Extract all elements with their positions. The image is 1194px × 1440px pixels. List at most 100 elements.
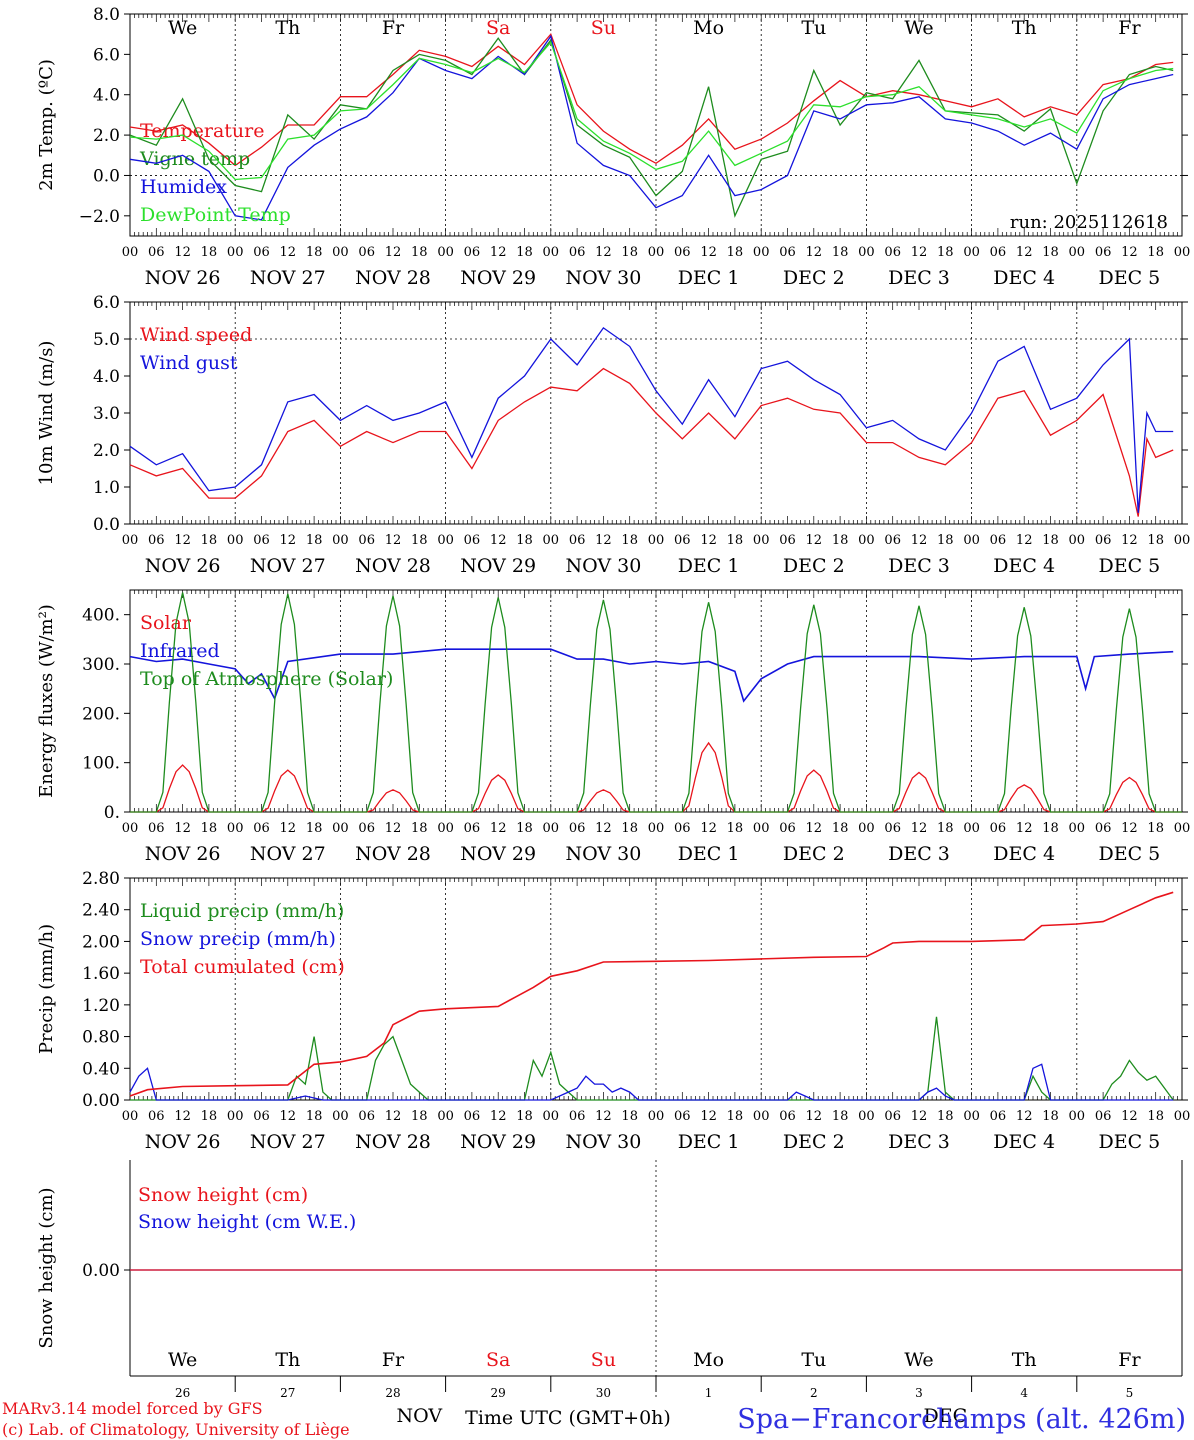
hour-label: 06 <box>884 821 901 836</box>
hour-label: 12 <box>385 533 402 548</box>
hour-label: 12 <box>806 1109 823 1124</box>
y-tick-label: 2.00 <box>82 932 120 952</box>
hour-label: 12 <box>911 1109 928 1124</box>
hour-label: 00 <box>437 1109 454 1124</box>
hour-label: 00 <box>1174 533 1191 548</box>
hour-label: 18 <box>1042 533 1059 548</box>
weekday-label: Su <box>591 17 616 39</box>
hour-label: 00 <box>543 821 560 836</box>
hour-label: 12 <box>490 1109 507 1124</box>
hour-label: 12 <box>490 245 507 260</box>
hour-label: 00 <box>963 821 980 836</box>
date-label: NOV 30 <box>565 267 641 289</box>
hour-label: 00 <box>963 533 980 548</box>
date-label: DEC 4 <box>993 555 1055 577</box>
day-number-label: 2 <box>810 1386 818 1400</box>
hour-label: 06 <box>569 821 586 836</box>
hour-label: 00 <box>332 533 349 548</box>
hour-label: 18 <box>516 533 533 548</box>
credit-line-2: (c) Lab. of Climatology, University of L… <box>2 1420 350 1439</box>
hour-label: 12 <box>174 1109 191 1124</box>
date-label: DEC 4 <box>993 267 1055 289</box>
hour-label: 12 <box>806 821 823 836</box>
hour-label: 00 <box>648 821 665 836</box>
hour-label: 18 <box>937 245 954 260</box>
legend-entry: Humidex <box>140 176 227 198</box>
date-label: DEC 1 <box>678 1131 740 1153</box>
legend-entry: Vigne temp <box>139 148 250 170</box>
hour-label: 12 <box>911 533 928 548</box>
hour-label: 12 <box>595 1109 612 1124</box>
hour-label: 18 <box>411 821 428 836</box>
day-number-label: 3 <box>915 1386 923 1400</box>
hour-label: 12 <box>700 821 717 836</box>
date-label: DEC 2 <box>783 555 845 577</box>
y-tick-label: 1.0 <box>93 478 120 498</box>
weekday-label: Th <box>275 17 300 39</box>
hour-label: 06 <box>464 821 481 836</box>
hour-label: 12 <box>385 1109 402 1124</box>
date-label: NOV 28 <box>355 843 431 865</box>
y-tick-label: 0. <box>104 803 120 823</box>
hour-label: 00 <box>543 1109 560 1124</box>
hour-label: 12 <box>174 245 191 260</box>
hour-label: 06 <box>674 1109 691 1124</box>
date-label: NOV 27 <box>250 1131 326 1153</box>
date-label: NOV 29 <box>460 843 536 865</box>
hour-label: 00 <box>543 245 560 260</box>
series-line-wind-gust <box>129 326 1174 513</box>
hour-label: 00 <box>1174 821 1191 836</box>
hour-label: 00 <box>753 821 770 836</box>
y-tick-label: 0.00 <box>82 1091 120 1111</box>
y-axis-label: 10m Wind (m/s) <box>36 341 57 486</box>
weekday-label: Tu <box>801 1349 826 1371</box>
hour-label: 06 <box>464 245 481 260</box>
day-number-label: 27 <box>280 1386 295 1400</box>
hour-label: 06 <box>1095 245 1112 260</box>
hour-label: 12 <box>806 245 823 260</box>
hour-label: 18 <box>727 533 744 548</box>
y-tick-label: 6.0 <box>93 293 120 313</box>
date-label: NOV 26 <box>145 843 221 865</box>
hour-label: 18 <box>411 1109 428 1124</box>
hour-label: 12 <box>595 821 612 836</box>
date-label: DEC 1 <box>678 843 740 865</box>
hour-label: 00 <box>963 245 980 260</box>
hour-label: 00 <box>437 533 454 548</box>
hour-label: 06 <box>569 533 586 548</box>
hour-label: 00 <box>227 1109 244 1124</box>
legend-entry: DewPoint Temp <box>140 204 291 226</box>
hour-label: 06 <box>253 245 270 260</box>
hour-label: 00 <box>227 533 244 548</box>
hour-label: 00 <box>858 533 875 548</box>
hour-label: 18 <box>621 1109 638 1124</box>
hour-label: 18 <box>621 533 638 548</box>
hour-label: 06 <box>674 245 691 260</box>
weekday-label: Th <box>1012 1349 1037 1371</box>
hour-label: 06 <box>674 533 691 548</box>
x-ticks <box>129 878 1183 1100</box>
day-number-label: 30 <box>596 1386 611 1400</box>
x-ticks <box>129 302 1183 524</box>
hour-label: 18 <box>201 245 218 260</box>
legend-entry: Liquid precip (mm/h) <box>140 900 344 922</box>
hour-label: 18 <box>201 533 218 548</box>
y-tick-label: 1.60 <box>82 964 120 984</box>
date-label: NOV 26 <box>145 1131 221 1153</box>
y-tick-label: 2.80 <box>82 869 120 889</box>
date-label: DEC 2 <box>783 267 845 289</box>
series-line-infrared <box>129 648 1174 703</box>
y-tick-label: 300. <box>82 655 120 675</box>
date-label: NOV 29 <box>460 1131 536 1153</box>
weekday-label: Th <box>1012 17 1037 39</box>
legend-entry: Total cumulated (cm) <box>140 956 345 978</box>
legend-entry: Snow height (cm W.E.) <box>138 1211 356 1233</box>
y-tick-label: 4.0 <box>93 86 120 106</box>
date-label: NOV 30 <box>565 1131 641 1153</box>
date-label: DEC 2 <box>783 1131 845 1153</box>
hour-label: 18 <box>621 821 638 836</box>
hour-label: 18 <box>727 1109 744 1124</box>
y-axis-label: Precip (mm/h) <box>36 924 57 1054</box>
hour-label: 00 <box>122 533 139 548</box>
